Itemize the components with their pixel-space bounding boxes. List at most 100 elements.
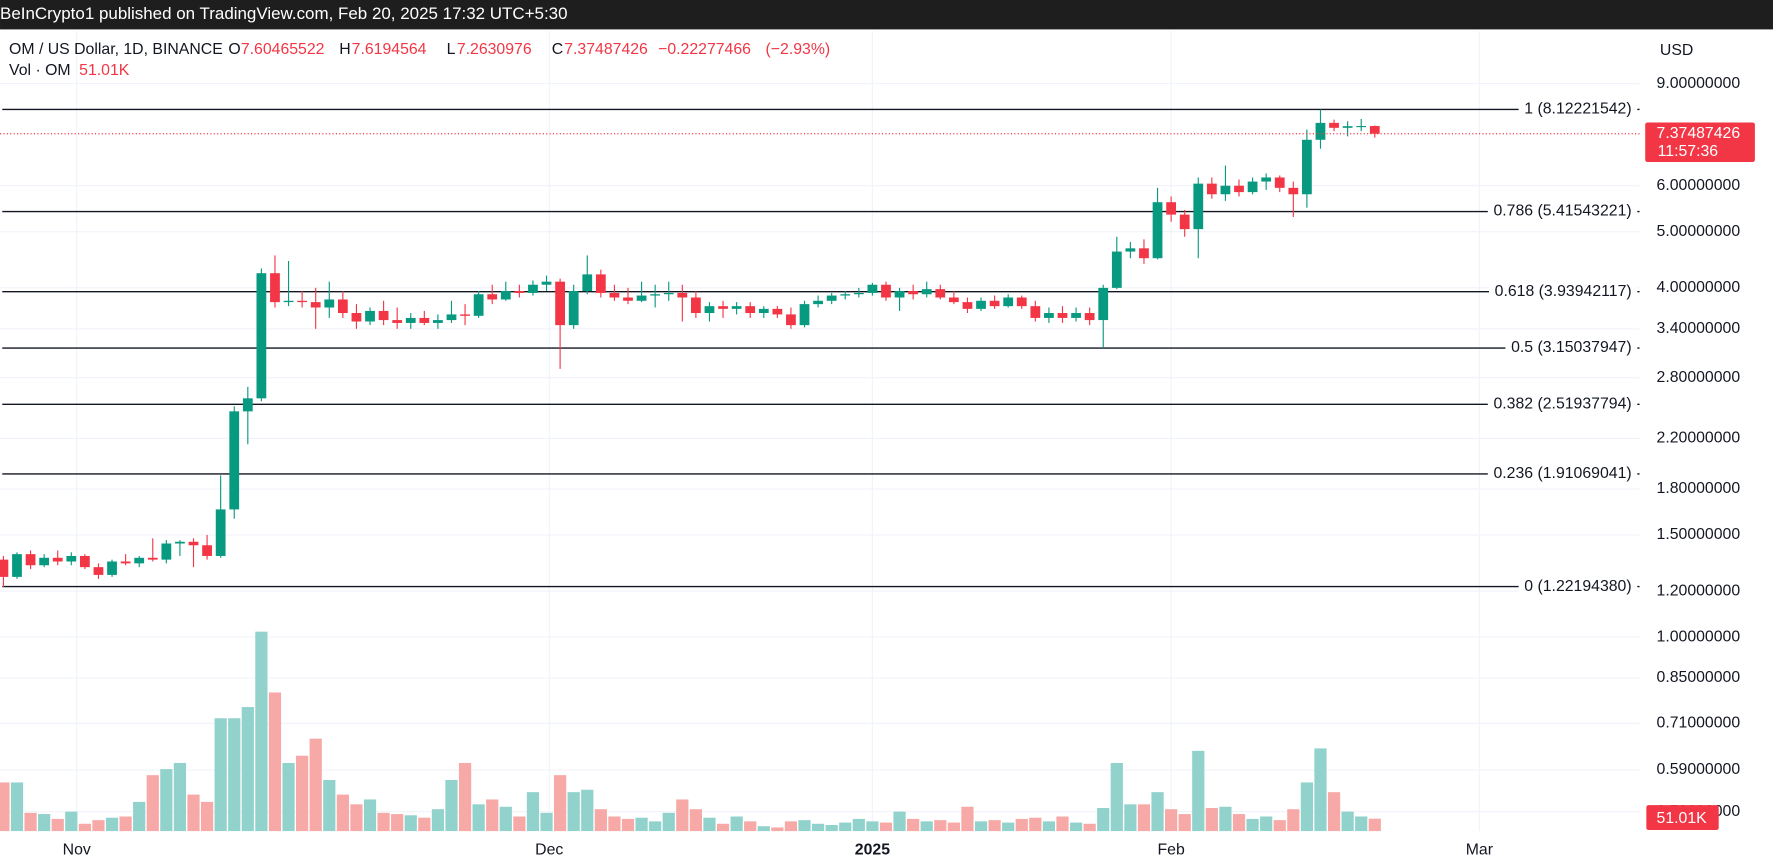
volume-bar — [703, 817, 716, 832]
volume-bar — [553, 775, 567, 832]
volume-bar — [38, 814, 51, 832]
volume-bar — [676, 799, 689, 832]
candle-body — [1071, 313, 1081, 318]
volume-bar — [608, 816, 621, 832]
volume-bar — [1097, 807, 1110, 832]
volume-bar — [119, 816, 132, 832]
candles — [0, 109, 1640, 588]
volume-bar — [716, 823, 730, 832]
candle-body — [310, 302, 321, 308]
candle-body — [962, 302, 973, 309]
candle-body — [826, 295, 837, 301]
y-tick-label: 1.50000000 — [1657, 526, 1741, 543]
top-bar — [0, 0, 1773, 30]
volume — [0, 631, 1381, 832]
candle-body — [1139, 248, 1149, 259]
volume-bar — [1314, 748, 1327, 832]
volume-bar — [1355, 816, 1368, 832]
candle-body — [568, 291, 579, 326]
candle-body — [120, 561, 131, 564]
candle-body — [161, 543, 172, 560]
ohlc-label: C — [552, 41, 563, 58]
fib-label-bg — [1518, 99, 1638, 119]
volume-bar — [1069, 822, 1083, 832]
volume-bar — [934, 820, 947, 832]
currency: USD — [1660, 42, 1693, 59]
y-tick-label: 4.00000000 — [1657, 279, 1741, 296]
candle-body — [175, 541, 185, 544]
volume-bar — [649, 821, 662, 832]
y-tick-label: 1.00000000 — [1657, 628, 1741, 645]
volume-bar — [1110, 762, 1123, 832]
y-tick-label: 0.85000000 — [1657, 669, 1741, 686]
candle-body — [555, 281, 565, 326]
volume-bar — [241, 707, 254, 832]
volume-bar — [1124, 804, 1137, 832]
volume-bar — [105, 817, 119, 832]
volume-bar — [567, 792, 580, 832]
volume-bar — [255, 631, 268, 832]
candle-body — [1179, 214, 1190, 230]
fib-label: 1 (8.12221542) — [1524, 101, 1631, 118]
volume-bar — [784, 821, 798, 832]
volume-bar — [1260, 816, 1273, 832]
volume-bar — [852, 818, 865, 832]
ohlc-label: O — [228, 41, 240, 58]
volume-bar — [282, 762, 295, 832]
volume-bar — [811, 823, 825, 832]
candle-body — [405, 317, 416, 323]
fib-label-bg — [1487, 394, 1638, 414]
volume-bar — [771, 827, 784, 832]
change-pct: (−2.93%) — [766, 41, 831, 58]
volume-bar — [757, 826, 770, 832]
volume-bar — [296, 755, 309, 832]
candle-body — [1193, 183, 1204, 230]
candle-body — [25, 554, 36, 566]
volume-bar — [540, 812, 553, 832]
candle-body — [595, 274, 606, 293]
y-tick-label: 1.20000000 — [1657, 582, 1741, 599]
candle-body — [256, 273, 267, 399]
candle-body — [1098, 287, 1109, 321]
candle-body — [0, 559, 9, 577]
candle-body — [215, 509, 226, 556]
candle-body — [229, 411, 240, 510]
candle-body — [392, 320, 403, 323]
candle-body — [297, 300, 308, 303]
fib-label: 0.5 (3.15037947) — [1511, 339, 1632, 356]
candle-body — [786, 314, 796, 326]
volume-bar — [907, 818, 920, 832]
volume-bar — [404, 815, 417, 832]
volume-bar — [268, 692, 282, 832]
x-tick-label: Dec — [535, 841, 563, 858]
candle-body — [202, 545, 212, 556]
candle-body — [1234, 185, 1244, 193]
candle-body — [1016, 297, 1027, 307]
candle-body — [867, 284, 878, 293]
volume-bar — [1137, 804, 1151, 832]
volume-bar — [391, 814, 404, 832]
volume-bar — [10, 782, 24, 832]
volume-bar — [1246, 818, 1259, 832]
volume-bar — [92, 820, 105, 832]
volume-bar — [133, 801, 146, 832]
candle-body — [1084, 313, 1095, 321]
candle-body — [107, 561, 117, 575]
candle-body — [677, 292, 688, 298]
ohlc-legend: OM / US Dollar, 1D, BINANCE O 7.60465522… — [9, 41, 830, 58]
candle-body — [93, 567, 104, 575]
volume-bar — [1015, 818, 1028, 832]
volume-bar — [1151, 792, 1164, 832]
volume-bar — [472, 804, 485, 832]
candle-body — [147, 557, 158, 560]
symbol: OM / US Dollar, 1D, BINANCE — [9, 41, 223, 58]
volume-bar — [513, 816, 526, 832]
candle-body — [989, 300, 1000, 307]
volume-bar — [431, 809, 445, 832]
volume-bar — [581, 789, 594, 832]
fib-label-bg — [1487, 201, 1638, 221]
candle-body — [514, 291, 525, 293]
candle-body — [1057, 313, 1068, 318]
